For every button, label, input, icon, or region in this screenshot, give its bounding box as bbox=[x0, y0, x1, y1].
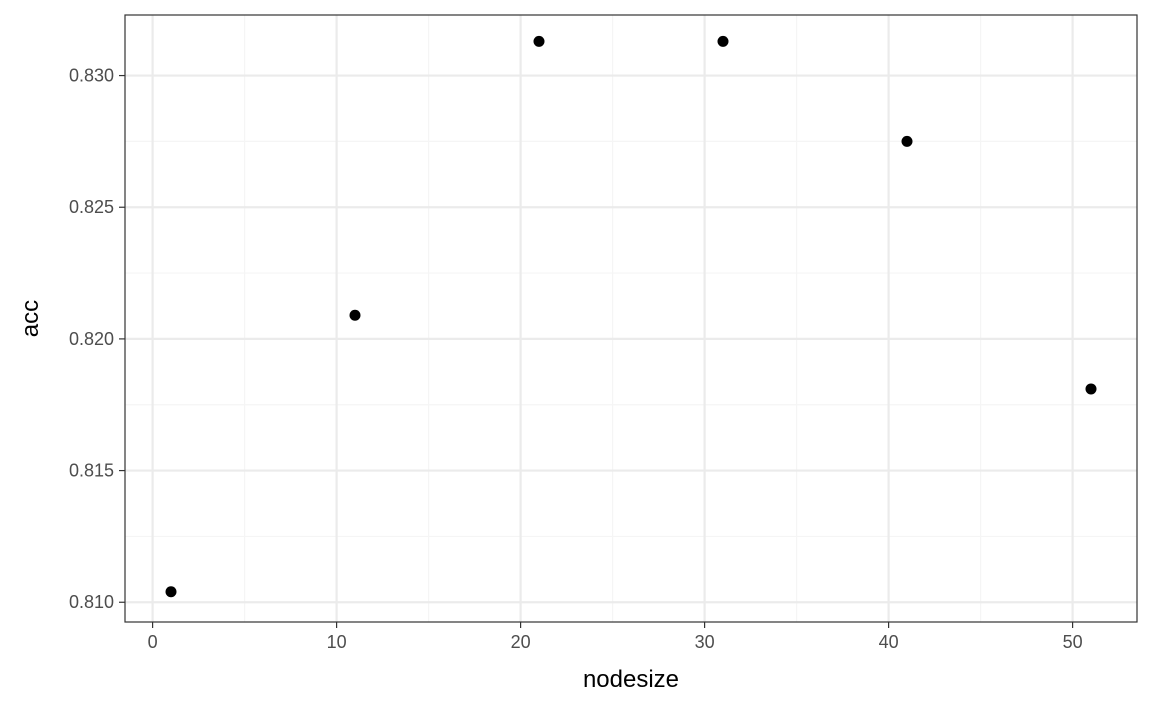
y-tick-label: 0.830 bbox=[69, 66, 114, 86]
data-point bbox=[901, 135, 913, 147]
y-tick-label: 0.810 bbox=[69, 592, 114, 612]
y-axis-title: acc bbox=[17, 300, 44, 337]
x-axis-ticks: 0 10 20 30 40 50 bbox=[148, 622, 1083, 652]
data-point bbox=[717, 35, 729, 47]
grid-lines bbox=[125, 15, 1137, 622]
data-point bbox=[349, 309, 361, 321]
plot-panel-border bbox=[124, 14, 1138, 623]
x-tick-label: 10 bbox=[327, 632, 347, 652]
x-tick-label: 0 bbox=[148, 632, 158, 652]
x-tick-label: 30 bbox=[695, 632, 715, 652]
data-point bbox=[1085, 383, 1097, 395]
data-points bbox=[165, 35, 1097, 598]
x-tick-label: 50 bbox=[1063, 632, 1083, 652]
y-axis-ticks: 0.810 0.815 0.820 0.825 0.830 bbox=[69, 66, 125, 612]
data-point bbox=[165, 586, 177, 598]
data-point bbox=[533, 35, 545, 47]
y-tick-label: 0.820 bbox=[69, 329, 114, 349]
x-tick-label: 20 bbox=[511, 632, 531, 652]
x-axis-title: nodesize bbox=[583, 666, 679, 693]
x-tick-label: 40 bbox=[879, 632, 899, 652]
y-tick-label: 0.815 bbox=[69, 461, 114, 481]
y-tick-label: 0.825 bbox=[69, 197, 114, 217]
